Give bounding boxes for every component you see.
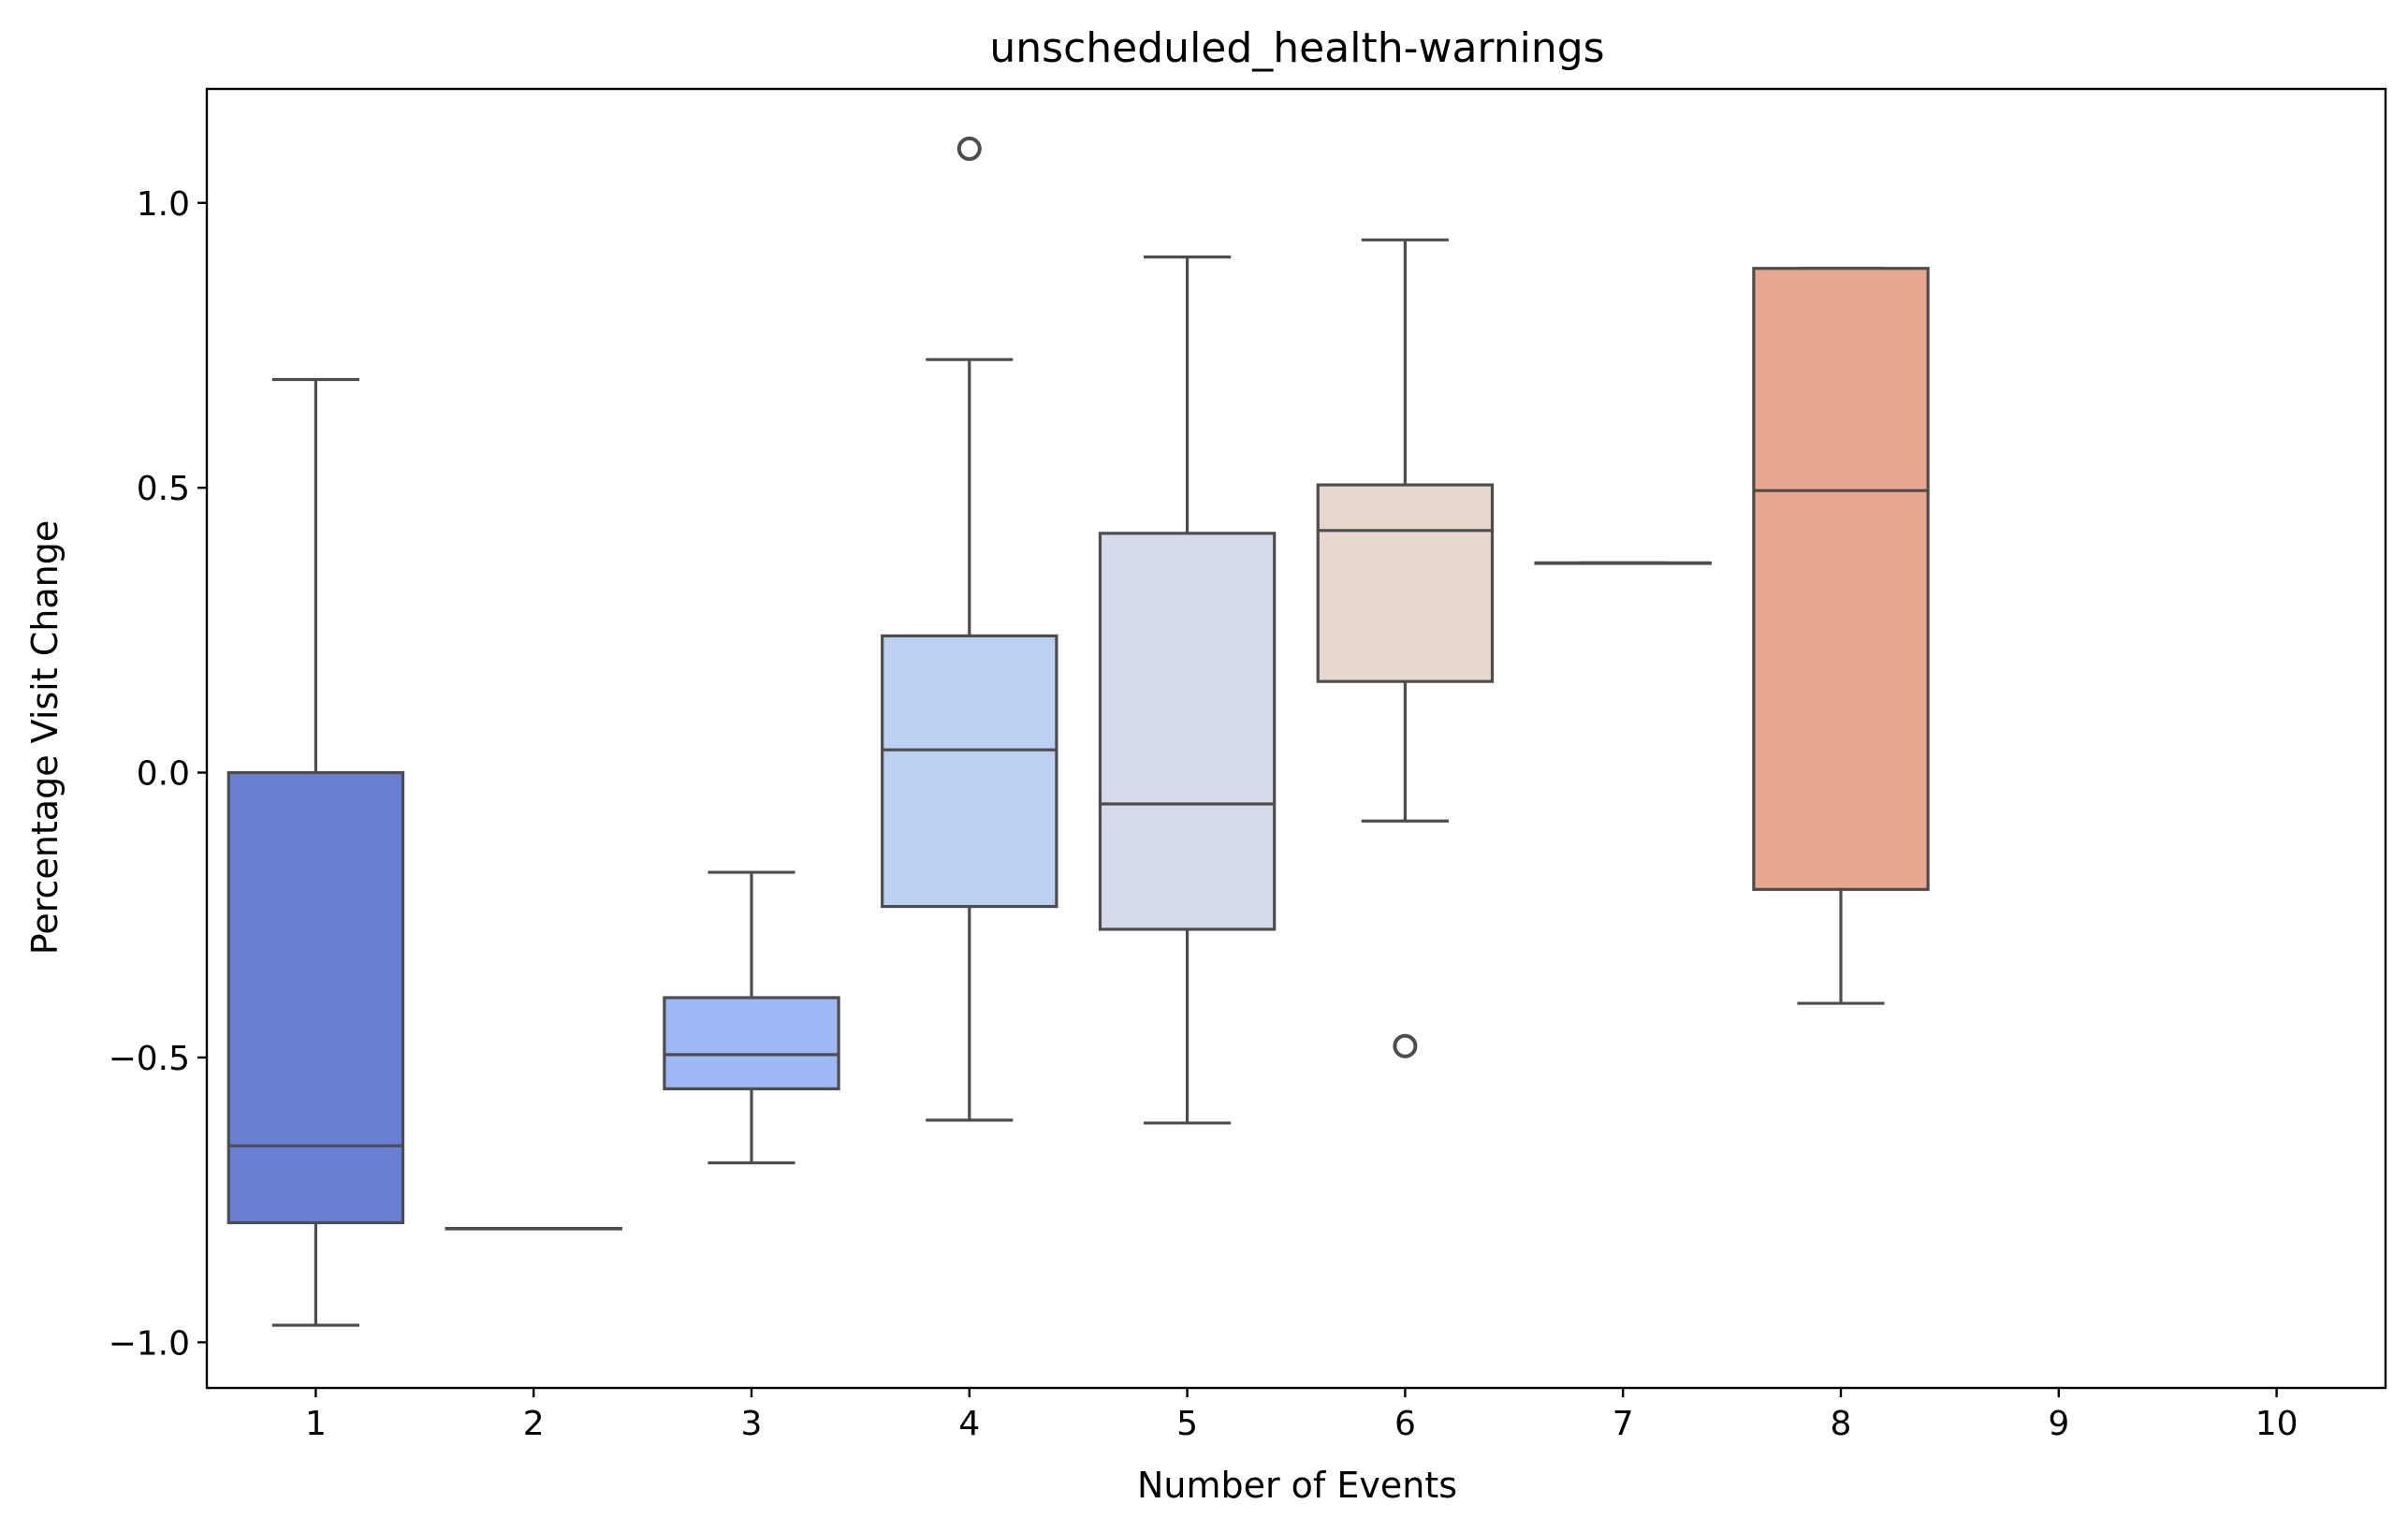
outlier-6-0 [1393, 1033, 1418, 1058]
box-group-7 [1534, 561, 1712, 565]
box-group-6 [1316, 238, 1495, 1058]
box-group-2 [445, 1226, 622, 1231]
y-tick-label-0: 1.0 [137, 185, 190, 224]
y-tick-label-2: 0.0 [137, 755, 190, 794]
x-tick-label-2: 2 [523, 1405, 545, 1443]
x-tick-label-10: 10 [2255, 1405, 2299, 1443]
x-tick-label-5: 5 [1176, 1405, 1198, 1443]
box-group-8 [1752, 267, 1930, 1005]
x-tick-label-3: 3 [741, 1405, 763, 1443]
box-3 [663, 996, 840, 1090]
x-tick-label-4: 4 [958, 1405, 980, 1443]
box-6 [1316, 483, 1495, 683]
y-tick-label-4: −1.0 [109, 1324, 190, 1363]
box-5 [1098, 532, 1277, 931]
box-8 [1752, 267, 1930, 891]
plot-area [226, 136, 1930, 1327]
x-axis-title: Number of Events [1137, 1465, 1457, 1506]
y-tick-label-1: 0.5 [137, 470, 190, 508]
box-1 [226, 770, 405, 1225]
axes-frame [205, 87, 2387, 1390]
x-tick-label-8: 8 [1831, 1405, 1852, 1443]
y-axis-title: Percentage Visit Change [24, 520, 66, 955]
box-group-3 [663, 870, 840, 1165]
y-tick-label-3: −0.5 [109, 1040, 190, 1078]
x-tick-label-7: 7 [1613, 1405, 1634, 1443]
box-4 [881, 634, 1058, 909]
x-tick-label-6: 6 [1394, 1405, 1416, 1443]
outlier-4-0 [956, 136, 982, 161]
box-group-5 [1098, 255, 1277, 1125]
chart-title: unscheduled_health-warnings [989, 24, 1604, 72]
box-group-4 [881, 136, 1058, 1122]
axes: 1.0 0.5 0.0 −0.5 −1.0 1 2 3 4 5 6 7 8 9 10 [109, 87, 2387, 1443]
x-tick-label-1: 1 [305, 1405, 327, 1443]
box-group-1 [226, 377, 405, 1327]
x-tick-label-9: 9 [2048, 1405, 2069, 1443]
